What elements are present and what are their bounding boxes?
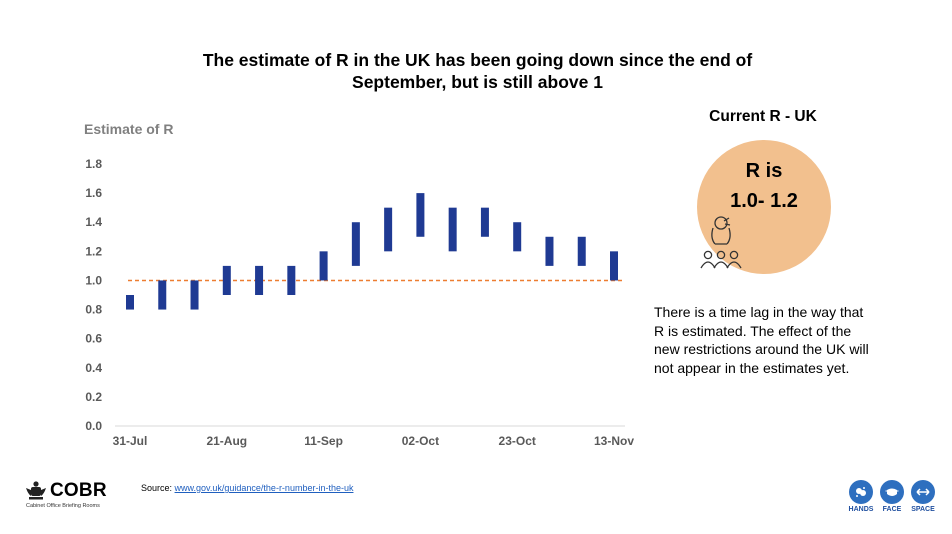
x-tick-label: 23-Oct [499,434,536,448]
hands-face-space-badges: HANDS FACE SPACE [848,480,938,520]
r-range-bar [416,193,425,237]
space-badge: SPACE [910,480,936,513]
face-label: FACE [882,506,902,513]
x-tick-label: 11-Sep [304,434,343,448]
royal-crest-icon [26,481,46,500]
y-tick-label: 0.0 [85,419,102,433]
y-tick-label: 0.2 [85,390,102,404]
r-is-label: R is [745,160,783,182]
r-range-bar [545,236,554,266]
r-range-bar [255,265,264,295]
x-tick-label: 13-Nov [594,434,634,448]
r-range-bar [448,207,457,252]
space-arrows-icon [911,480,935,504]
y-axis-title: Estimate of R [84,121,174,137]
y-tick-label: 1.2 [85,244,102,258]
r-range-bar [158,280,167,310]
current-r-circle: R is 1.0- 1.2 [697,140,831,274]
r-estimate-chart: 0.0 0.2 0.4 0.6 0.8 1.0 1.2 1.4 1.6 1.8 31-Jul 21-A… [85,157,634,448]
hands-icon [849,480,873,504]
x-tick-label: 31-Jul [113,434,148,448]
r-range-bar [610,251,618,281]
r-range-bar [384,207,393,252]
title-line-1: The estimate of R in the UK has been goi… [202,50,753,70]
slide-title: The estimate of R in the UK has been goi… [120,49,835,93]
time-lag-note: There is a time lag in the way that R is… [654,304,869,376]
hands-label: HANDS [848,506,874,513]
source-label: Source: [141,483,173,493]
current-r-value: R is 1.0- 1.2 [697,156,831,216]
y-tick-label: 1.4 [85,215,102,229]
hands-badge: HANDS [848,480,874,513]
source-link[interactable]: www.gov.uk/guidance/the-r-number-in-the-… [174,483,354,493]
face-mask-icon [880,480,904,504]
r-range-bar [126,295,134,310]
y-tick-label: 0.4 [85,361,102,375]
r-range-bar [577,236,586,266]
cobr-name: COBR [50,480,107,501]
y-tick-label: 0.8 [85,303,102,317]
r-range-bar [513,222,522,252]
y-tick-label: 1.6 [85,186,102,200]
r-range-value: 1.0- 1.2 [730,190,798,212]
current-r-title: Current R - UK [709,108,817,125]
x-tick-label: 02-Oct [402,434,439,448]
source-citation: Source: www.gov.uk/guidance/the-r-number… [141,483,353,493]
y-tick-label: 1.8 [85,157,102,171]
r-range-bar [222,265,231,295]
y-tick-label: 0.6 [85,332,102,346]
people-coughing-icon [700,216,742,269]
cobr-subtitle: Cabinet Office Briefing Rooms [26,503,100,509]
face-badge: FACE [879,480,905,513]
r-range-bar [351,222,360,266]
r-range-bar [287,265,296,295]
r-range-bar [480,207,489,237]
space-label: SPACE [911,506,935,513]
r-range-bar [190,280,199,310]
r-range-bar [319,251,328,281]
y-tick-label: 1.0 [85,273,102,287]
title-line-2: September, but is still above 1 [352,72,603,92]
x-tick-label: 21-Aug [206,434,247,448]
